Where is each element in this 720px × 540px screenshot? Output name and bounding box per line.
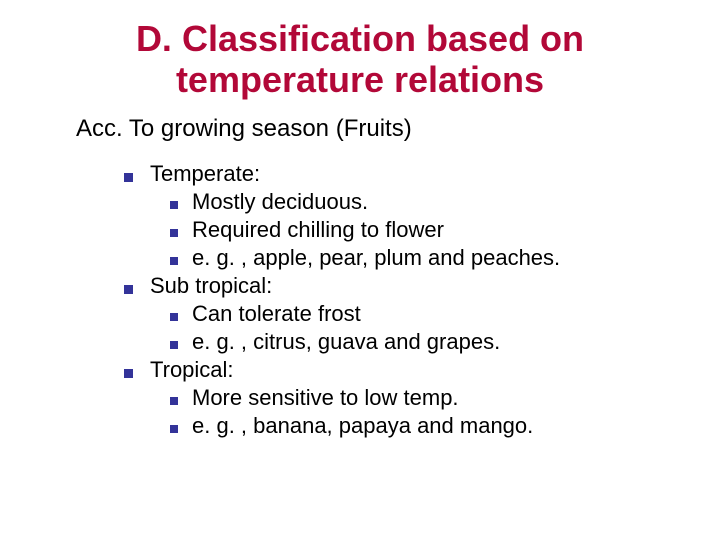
sub-list: Can tolerate frost e. g. , citrus, guava… [166,301,660,355]
sub-item: e. g. , banana, papaya and mango. [166,413,660,439]
sub-item: Required chilling to flower [166,217,660,243]
slide-title: D. Classification based on temperature r… [40,18,680,101]
sub-item: Can tolerate frost [166,301,660,327]
sub-item: Mostly deciduous. [166,189,660,215]
sub-list: More sensitive to low temp. e. g. , bana… [166,385,660,439]
list-item: Tropical: More sensitive to low temp. e.… [120,357,660,439]
list-item: Sub tropical: Can tolerate frost e. g. ,… [120,273,660,355]
slide: D. Classification based on temperature r… [0,0,720,540]
item-label: Temperate: [150,161,260,186]
sub-item: e. g. , apple, pear, plum and peaches. [166,245,660,271]
slide-subtitle: Acc. To growing season (Fruits) [76,115,720,143]
item-label: Tropical: [150,357,234,382]
title-line-2: temperature relations [176,59,544,100]
sub-item: e. g. , citrus, guava and grapes. [166,329,660,355]
item-label: Sub tropical: [150,273,272,298]
sub-list: Mostly deciduous. Required chilling to f… [166,189,660,271]
content-list: Temperate: Mostly deciduous. Required ch… [120,161,660,439]
list-item: Temperate: Mostly deciduous. Required ch… [120,161,660,271]
sub-item: More sensitive to low temp. [166,385,660,411]
title-line-1: D. Classification based on [136,18,584,59]
